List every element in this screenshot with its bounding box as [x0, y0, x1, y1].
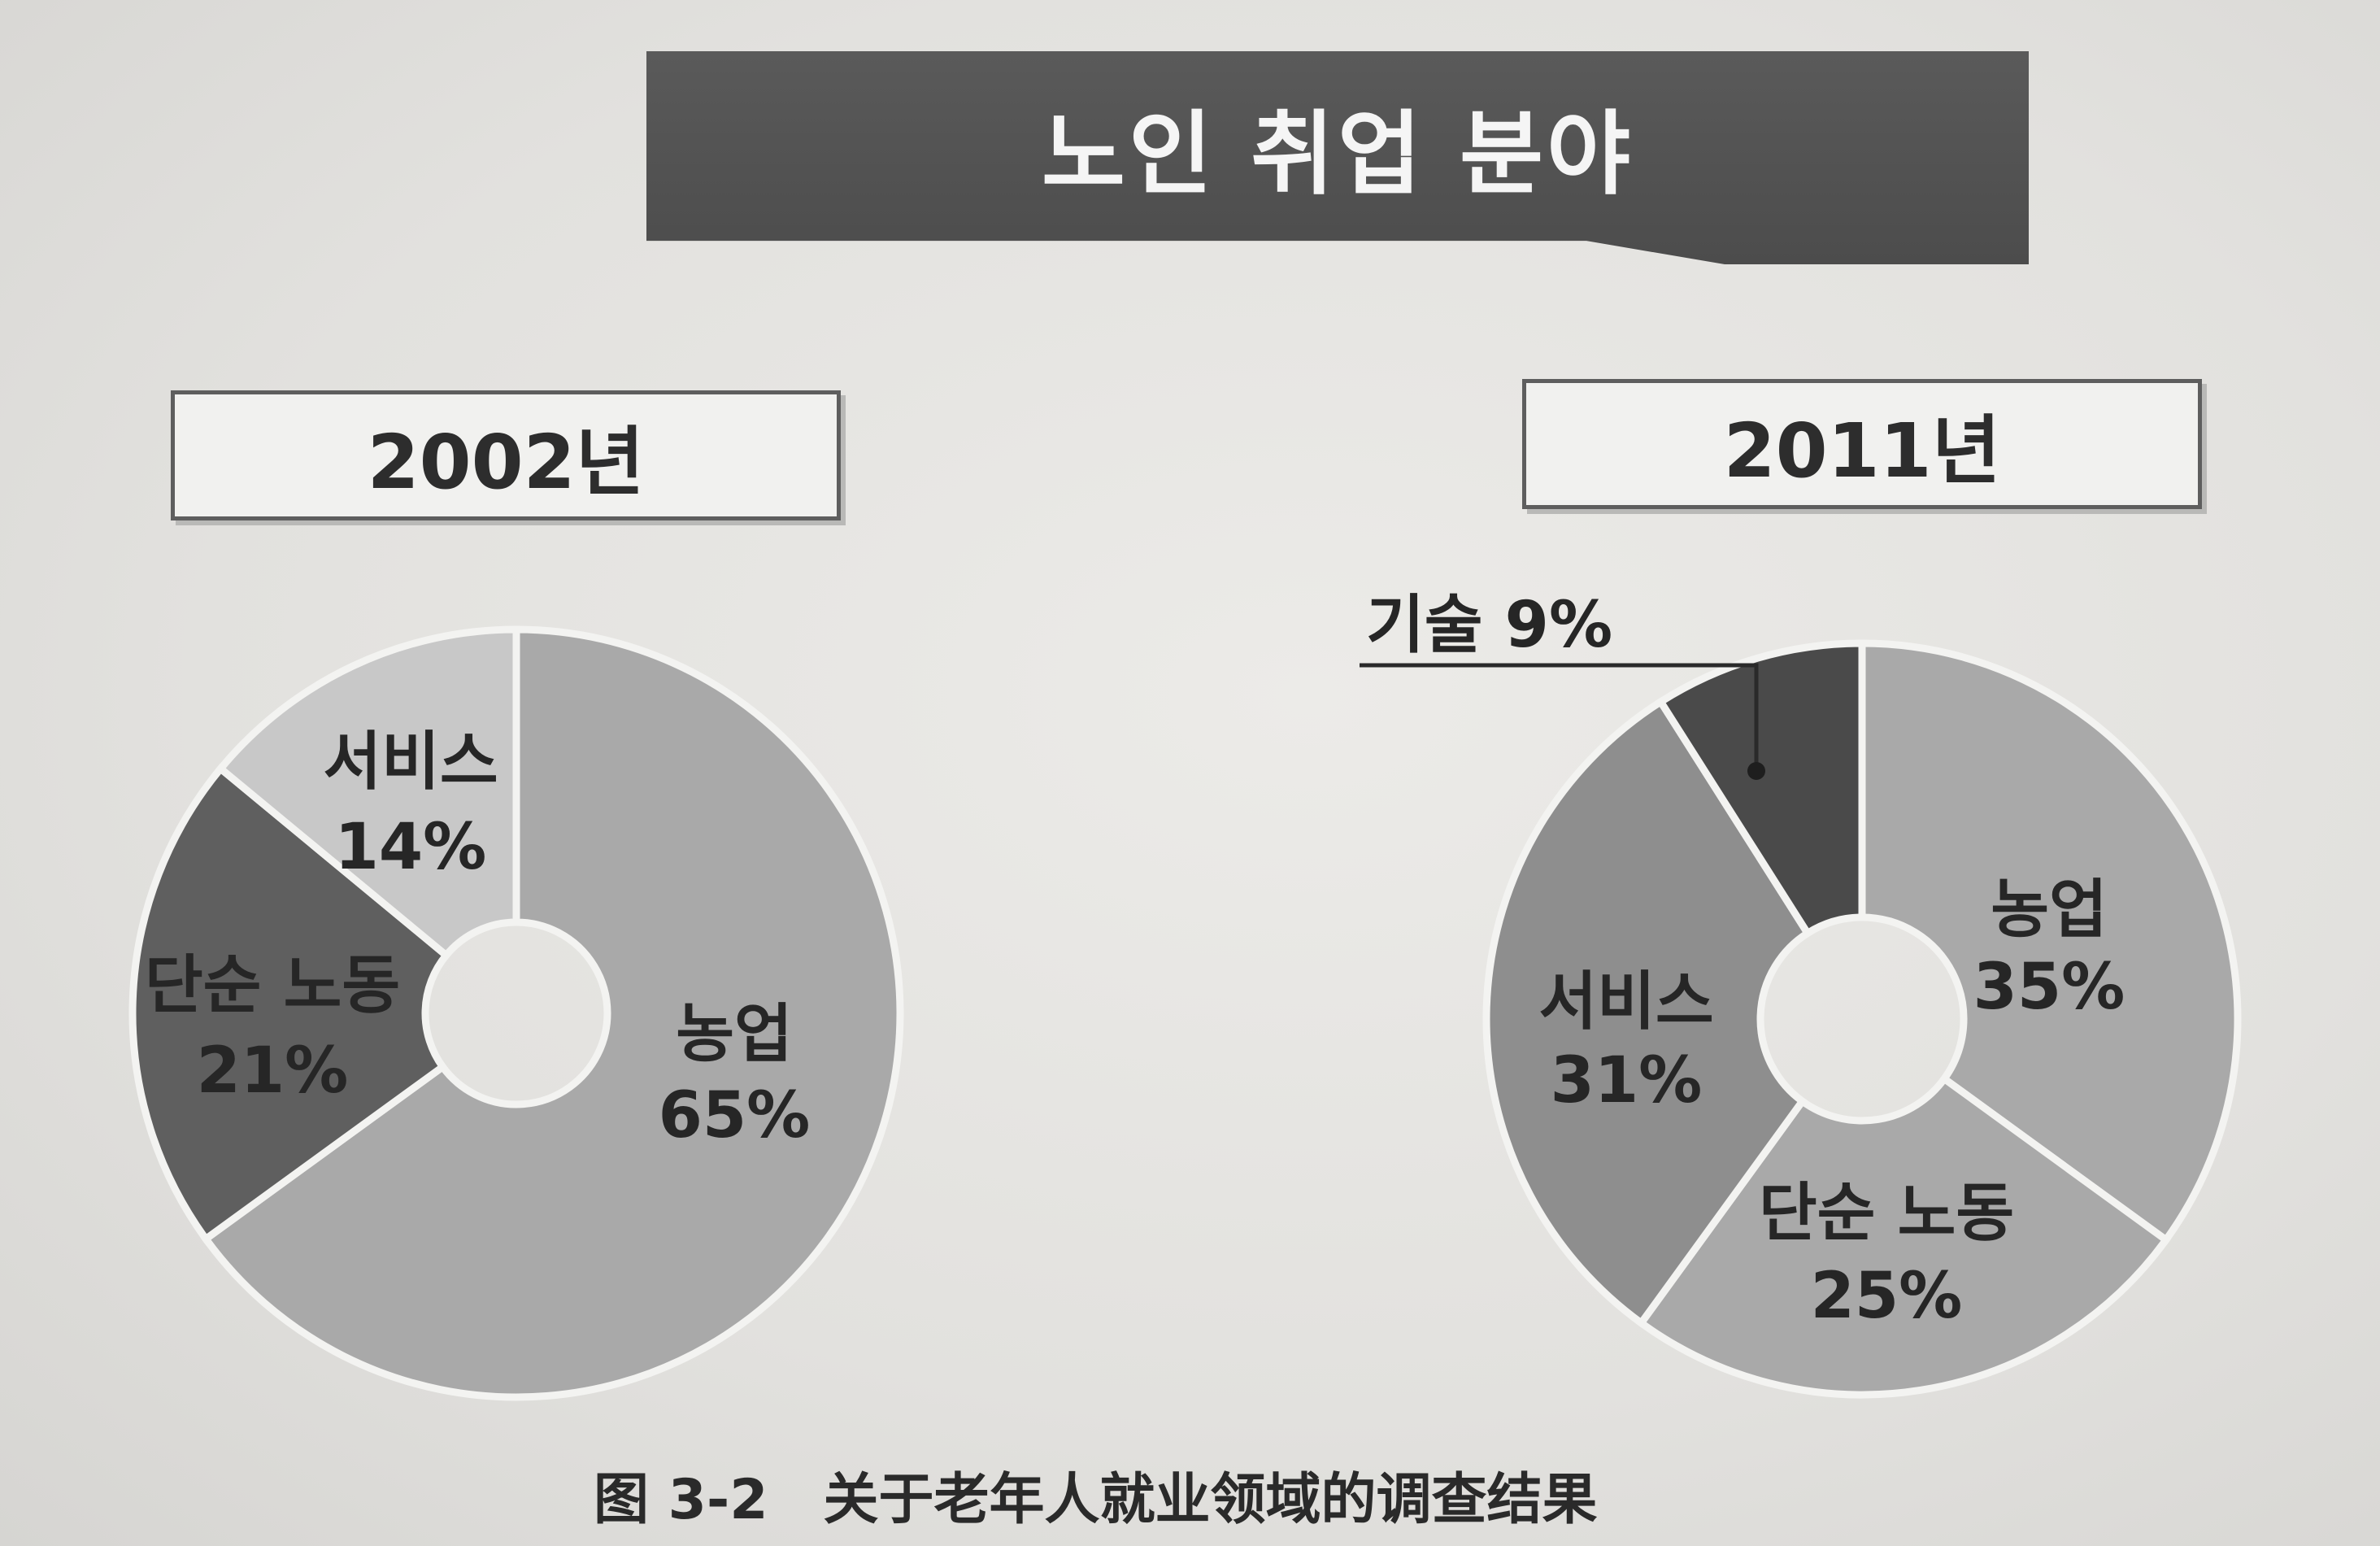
label-2011-service-pct: 31%: [1551, 1044, 1703, 1117]
label-2002-service-pct: 14%: [335, 811, 487, 884]
label-2011-labor-pct: 25%: [1811, 1260, 1963, 1333]
label-2002-farming-name: 농업: [676, 998, 793, 1071]
pie-2011: [1482, 639, 2242, 1399]
label-2011-labor-name: 단순 노동: [1759, 1177, 2014, 1250]
tech-callout-leader: [1360, 663, 1759, 769]
pie-2002-slice-1: [128, 763, 452, 1244]
tech-callout-dot: [1747, 762, 1765, 780]
pie-2011-slice-2: [1482, 696, 1813, 1329]
label-2002-labor-pct: 21%: [197, 1034, 349, 1108]
label-2002-labor-name: 단순 노동: [145, 949, 400, 1022]
year-2011-label: 2011년: [1522, 379, 2202, 509]
label-2011-farming-pct: 35%: [1973, 951, 2125, 1024]
label-2011-farming-name: 농업: [1991, 873, 2108, 947]
pie-2002: [128, 625, 904, 1401]
pie-2011-slice-3: [1656, 639, 1866, 938]
year-2002-label: 2002년: [171, 390, 841, 520]
pie-2002-slice-2: [215, 625, 520, 960]
label-2002-farming-pct: 65%: [659, 1079, 811, 1152]
label-2002-service-name: 서비스: [323, 725, 498, 799]
pie-2011-slice-0: [1858, 639, 2242, 1245]
label-2011-service-name: 서비스: [1538, 965, 1713, 1039]
title-banner: [646, 51, 2029, 264]
main-title: 노인 취업 분야: [1041, 101, 1634, 207]
label-2011-tech-callout: 기술 9%: [1366, 589, 1612, 662]
figure-caption: 图 3-2 关于老年人就业领域的调查结果: [594, 1467, 1598, 1532]
pie-2011-slice-1: [1636, 1073, 2172, 1399]
pie-2002-slice-0: [200, 625, 904, 1401]
